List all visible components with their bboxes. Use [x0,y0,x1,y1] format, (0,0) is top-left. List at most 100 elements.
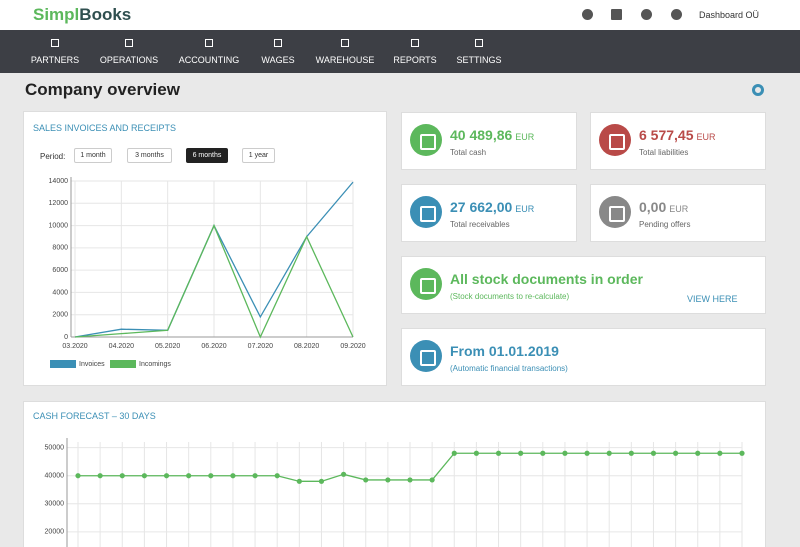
legend-swatch [110,360,136,368]
nav-icon [205,39,213,47]
nav-icon [411,39,419,47]
data-point [119,473,125,479]
panel-title: SALES INVOICES AND RECEIPTS [33,123,177,133]
x-tick-label: 05.2020 [155,343,180,350]
card-icon [599,124,631,156]
card-amount: 27 662,00 [450,199,513,215]
data-point [584,450,590,456]
period-label: Period: [40,152,66,161]
summary-card: 27 662,00 EUR Total receivables [401,184,577,242]
card-icon [599,196,631,228]
logo-part: Simpl [33,5,80,24]
card-value: 27 662,00 EUR [450,199,534,215]
card-value: 6 577,45 EUR [639,127,716,143]
data-point [739,450,745,456]
nav-icon [274,39,282,47]
period-title: From 01.01.2019 [450,343,559,359]
data-point [385,477,391,483]
card-currency: EUR [669,204,689,214]
period-button[interactable]: 6 months [186,148,228,163]
data-point [473,450,479,456]
y-tick-label: 40000 [45,473,65,480]
nav-item[interactable]: REPORTS [393,55,437,65]
legend-swatch [50,360,76,368]
series-line [74,223,354,339]
data-point [518,450,524,456]
period-button[interactable]: 1 month [74,148,112,163]
help-icon[interactable] [641,9,652,20]
data-point [230,473,236,479]
mail-icon[interactable] [611,9,622,20]
view-link[interactable]: VIEW HERE [687,294,738,304]
card-label: Total cash [450,148,487,157]
cash-chart: 20000 30000 40000 50000 [45,438,745,547]
data-point [495,450,502,456]
period-button[interactable]: 1 year [242,148,275,163]
x-tick-label: 03.2020 [62,343,87,350]
data-point [274,473,280,479]
legend-label: Incomings [139,361,171,368]
nav-icon [475,39,483,47]
user-icon[interactable] [671,9,682,20]
x-tick-label: 09.2020 [340,343,365,350]
cash-panel: CASH FORECAST – 30 DAYS 20000 30000 40000 5… [23,401,766,547]
data-point [296,478,302,484]
nav-item[interactable]: WAREHOUSE [315,55,375,65]
x-tick-label: 07.2020 [248,343,273,350]
y-tick-label: 20000 [45,529,65,536]
data-point [186,473,192,479]
data-point [318,478,325,484]
card-icon [410,124,442,156]
data-point [208,473,214,479]
nav-item[interactable]: SETTINGS [456,55,502,65]
x-tick-label: 06.2020 [201,343,226,350]
y-tick-label: 10000 [49,222,69,229]
data-point [407,477,413,483]
nav-icon [341,39,349,47]
sales-panel: SALES INVOICES AND RECEIPTS Period: 1 mo… [23,111,387,386]
data-point [252,473,258,479]
summary-card: 0,00 EUR Pending offers [590,184,766,242]
stock-subtitle[interactable]: (Stock documents to re-calculate) [450,292,570,301]
settings-icon[interactable] [752,84,764,96]
data-point [75,473,81,479]
stock-title: All stock documents in order [450,271,643,287]
logo-part: Books [79,5,132,24]
data-point [540,450,546,456]
data-point [562,450,568,456]
y-tick-label: 12000 [49,200,69,207]
data-point [97,473,103,479]
nav-item[interactable]: ACCOUNTING [178,55,240,65]
legend-label: Invoices [79,361,105,368]
y-tick-label: 0 [64,334,68,341]
logo[interactable]: SimplBooks [33,5,131,25]
period-subtitle: (Automatic financial transactions) [450,364,568,373]
data-point [141,473,147,479]
data-point [163,473,170,479]
data-point [451,450,457,456]
period-button[interactable]: 3 months [127,148,172,163]
nav-item[interactable]: WAGES [261,55,295,65]
nav-bar: PARTNERS OPERATIONS ACCOUNTING WAGES WAREHOU… [0,30,800,73]
user-name[interactable]: Dashboard OÜ [699,10,760,20]
y-tick-label: 4000 [52,289,68,296]
card-value: 0,00 EUR [639,199,688,215]
nav-item[interactable]: OPERATIONS [99,55,159,65]
nav-icon [125,39,133,47]
x-tick-label: 04.2020 [109,343,134,350]
y-tick-label: 6000 [52,267,68,274]
summary-card: 40 489,86 EUR Total cash [401,112,577,170]
y-tick-label: 50000 [45,444,65,451]
header: SimplBooks Dashboard OÜ [0,0,800,30]
card-currency: EUR [515,132,535,142]
globe-icon[interactable] [582,9,593,20]
stock-card: All stock documents in order (Stock docu… [401,256,766,314]
y-tick-label: 14000 [49,178,69,185]
nav-item[interactable]: PARTNERS [30,55,80,65]
clock-icon [410,340,442,372]
card-label: Total receivables [450,220,510,229]
x-tick-label: 08.2020 [294,343,319,350]
period-card: From 01.01.2019 (Automatic financial tra… [401,328,766,386]
card-currency: EUR [515,204,535,214]
